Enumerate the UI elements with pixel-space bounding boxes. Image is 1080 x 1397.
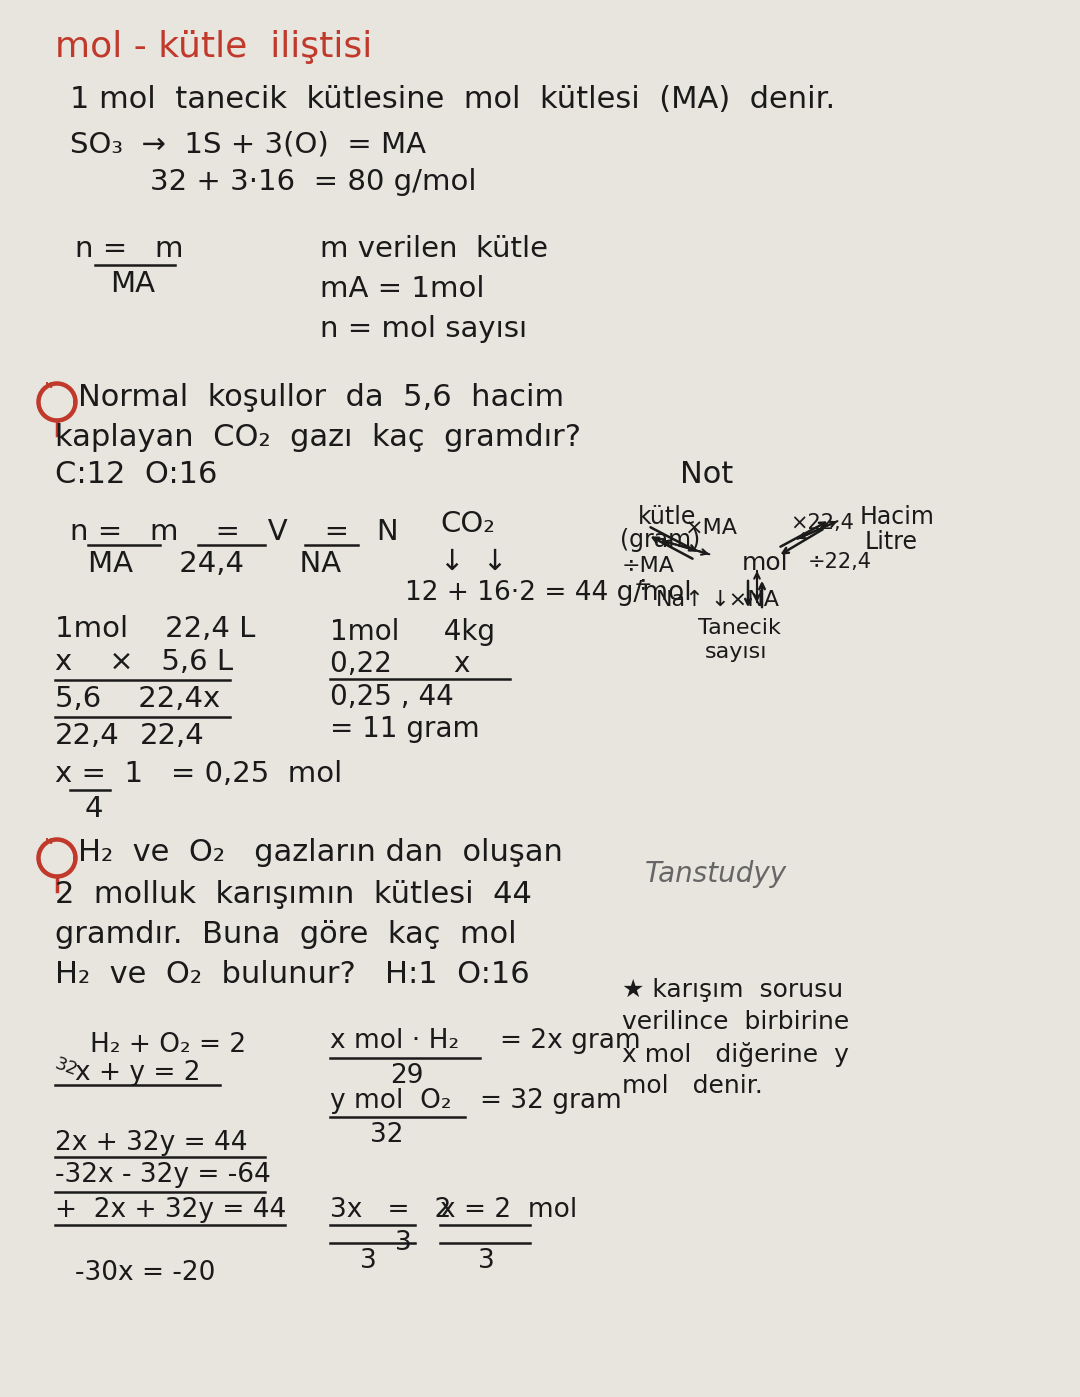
Text: = 32 gram: = 32 gram — [480, 1088, 622, 1113]
Text: ↓×NA: ↓×NA — [710, 590, 779, 610]
Text: Na↑: Na↑ — [656, 590, 705, 610]
Text: kaplayan  CO₂  gazı  kaç  gramdır?: kaplayan CO₂ gazı kaç gramdır? — [55, 423, 581, 453]
Text: mol: mol — [742, 550, 788, 576]
Text: m verilen  kütle: m verilen kütle — [320, 235, 548, 263]
Text: n =   m: n = m — [75, 235, 184, 263]
Text: 12 + 16·2 = 44 g/mol: 12 + 16·2 = 44 g/mol — [405, 580, 691, 606]
Text: Tanecik: Tanecik — [698, 617, 781, 638]
Text: SO₃  →  1S + 3(O)  = MA: SO₃ → 1S + 3(O) = MA — [70, 130, 426, 158]
Text: 32: 32 — [370, 1122, 404, 1148]
Text: x    ×   5,6 L: x × 5,6 L — [55, 648, 233, 676]
Text: ": " — [44, 838, 54, 858]
Text: 1 mol  tanecik  kütlesine  mol  kütlesi  (MA)  denir.: 1 mol tanecik kütlesine mol kütlesi (MA)… — [70, 85, 835, 115]
Text: H₂ + O₂ = 2: H₂ + O₂ = 2 — [90, 1032, 246, 1058]
Text: Tanstudyy: Tanstudyy — [645, 861, 787, 888]
Text: 1mol    22,4 L: 1mol 22,4 L — [55, 615, 255, 643]
Text: x = 2  mol: x = 2 mol — [440, 1197, 577, 1222]
Text: CO₂: CO₂ — [440, 510, 495, 538]
Text: 3: 3 — [395, 1229, 411, 1256]
Text: mol   denir.: mol denir. — [622, 1074, 762, 1098]
Text: mol - kütle  iliştisi: mol - kütle iliştisi — [55, 29, 373, 64]
Text: ×MA: ×MA — [685, 518, 738, 538]
Text: -30x = -20: -30x = -20 — [75, 1260, 215, 1287]
Text: -32x - 32y = -64: -32x - 32y = -64 — [55, 1162, 271, 1187]
Text: x mol · H₂: x mol · H₂ — [330, 1028, 459, 1053]
Text: 2x + 32y = 44: 2x + 32y = 44 — [55, 1130, 247, 1155]
Text: verilince  birbirine: verilince birbirine — [622, 1010, 849, 1034]
Text: ": " — [44, 381, 54, 402]
Text: kütle: kütle — [638, 504, 697, 529]
Text: (gram): (gram) — [620, 528, 700, 552]
Text: H₂  ve  O₂  bulunur?   H:1  O:16: H₂ ve O₂ bulunur? H:1 O:16 — [55, 960, 529, 989]
Text: 5,6    22,4x: 5,6 22,4x — [55, 685, 220, 712]
Text: 0,22       x: 0,22 x — [330, 650, 471, 678]
Text: x + y = 2: x + y = 2 — [75, 1060, 201, 1085]
Text: x mol   diğerine  y: x mol diğerine y — [622, 1042, 849, 1067]
Text: H₂  ve  O₂   gazların dan  oluşan: H₂ ve O₂ gazların dan oluşan — [78, 838, 563, 868]
Text: Normal  koşullor  da  5,6  hacim: Normal koşullor da 5,6 hacim — [78, 383, 564, 412]
Text: sayısı: sayısı — [705, 643, 768, 662]
Text: 3x   =   2: 3x = 2 — [330, 1197, 451, 1222]
Text: 22,4: 22,4 — [55, 722, 120, 750]
Text: ÷22,4: ÷22,4 — [808, 552, 872, 571]
Text: C:12  O:16: C:12 O:16 — [55, 460, 217, 489]
Text: 4: 4 — [85, 795, 104, 823]
Text: 0,25 , 44: 0,25 , 44 — [330, 683, 454, 711]
Text: 32 + 3·16  = 80 g/mol: 32 + 3·16 = 80 g/mol — [150, 168, 476, 196]
Text: Not: Not — [680, 460, 733, 489]
Text: ÷MA: ÷MA — [622, 556, 675, 576]
Text: = 11 gram: = 11 gram — [330, 715, 480, 743]
Text: MA: MA — [110, 270, 156, 298]
Text: = 2x gram: = 2x gram — [500, 1028, 640, 1053]
Text: MA     24,4      NA: MA 24,4 NA — [87, 550, 341, 578]
Text: 2  molluk  karışımın  kütlesi  44: 2 molluk karışımın kütlesi 44 — [55, 880, 531, 909]
Text: ×22,4: ×22,4 — [789, 513, 854, 534]
Text: 3: 3 — [478, 1248, 495, 1274]
Text: gramdır.  Buna  göre  kaç  mol: gramdır. Buna göre kaç mol — [55, 921, 516, 949]
Text: n =   m    =   V    =   N: n = m = V = N — [70, 518, 399, 546]
Text: n = mol sayısı: n = mol sayısı — [320, 314, 527, 344]
Text: 3: 3 — [360, 1248, 377, 1274]
Text: 22,4: 22,4 — [140, 722, 205, 750]
Text: ↓  ↓: ↓ ↓ — [440, 548, 508, 576]
Text: Hacim: Hacim — [860, 504, 935, 529]
Text: +  2x + 32y = 44: + 2x + 32y = 44 — [55, 1197, 286, 1222]
Text: ÷: ÷ — [634, 574, 652, 594]
Text: ★ karışım  sorusu: ★ karışım sorusu — [622, 978, 843, 1002]
Text: 29: 29 — [390, 1063, 423, 1090]
Text: 1mol     4kg: 1mol 4kg — [330, 617, 495, 645]
Text: mA = 1mol: mA = 1mol — [320, 275, 485, 303]
Text: 32: 32 — [52, 1055, 80, 1080]
Text: Litre: Litre — [865, 529, 918, 555]
Text: y mol  O₂: y mol O₂ — [330, 1088, 451, 1113]
Text: x =  1   = 0,25  mol: x = 1 = 0,25 mol — [55, 760, 342, 788]
